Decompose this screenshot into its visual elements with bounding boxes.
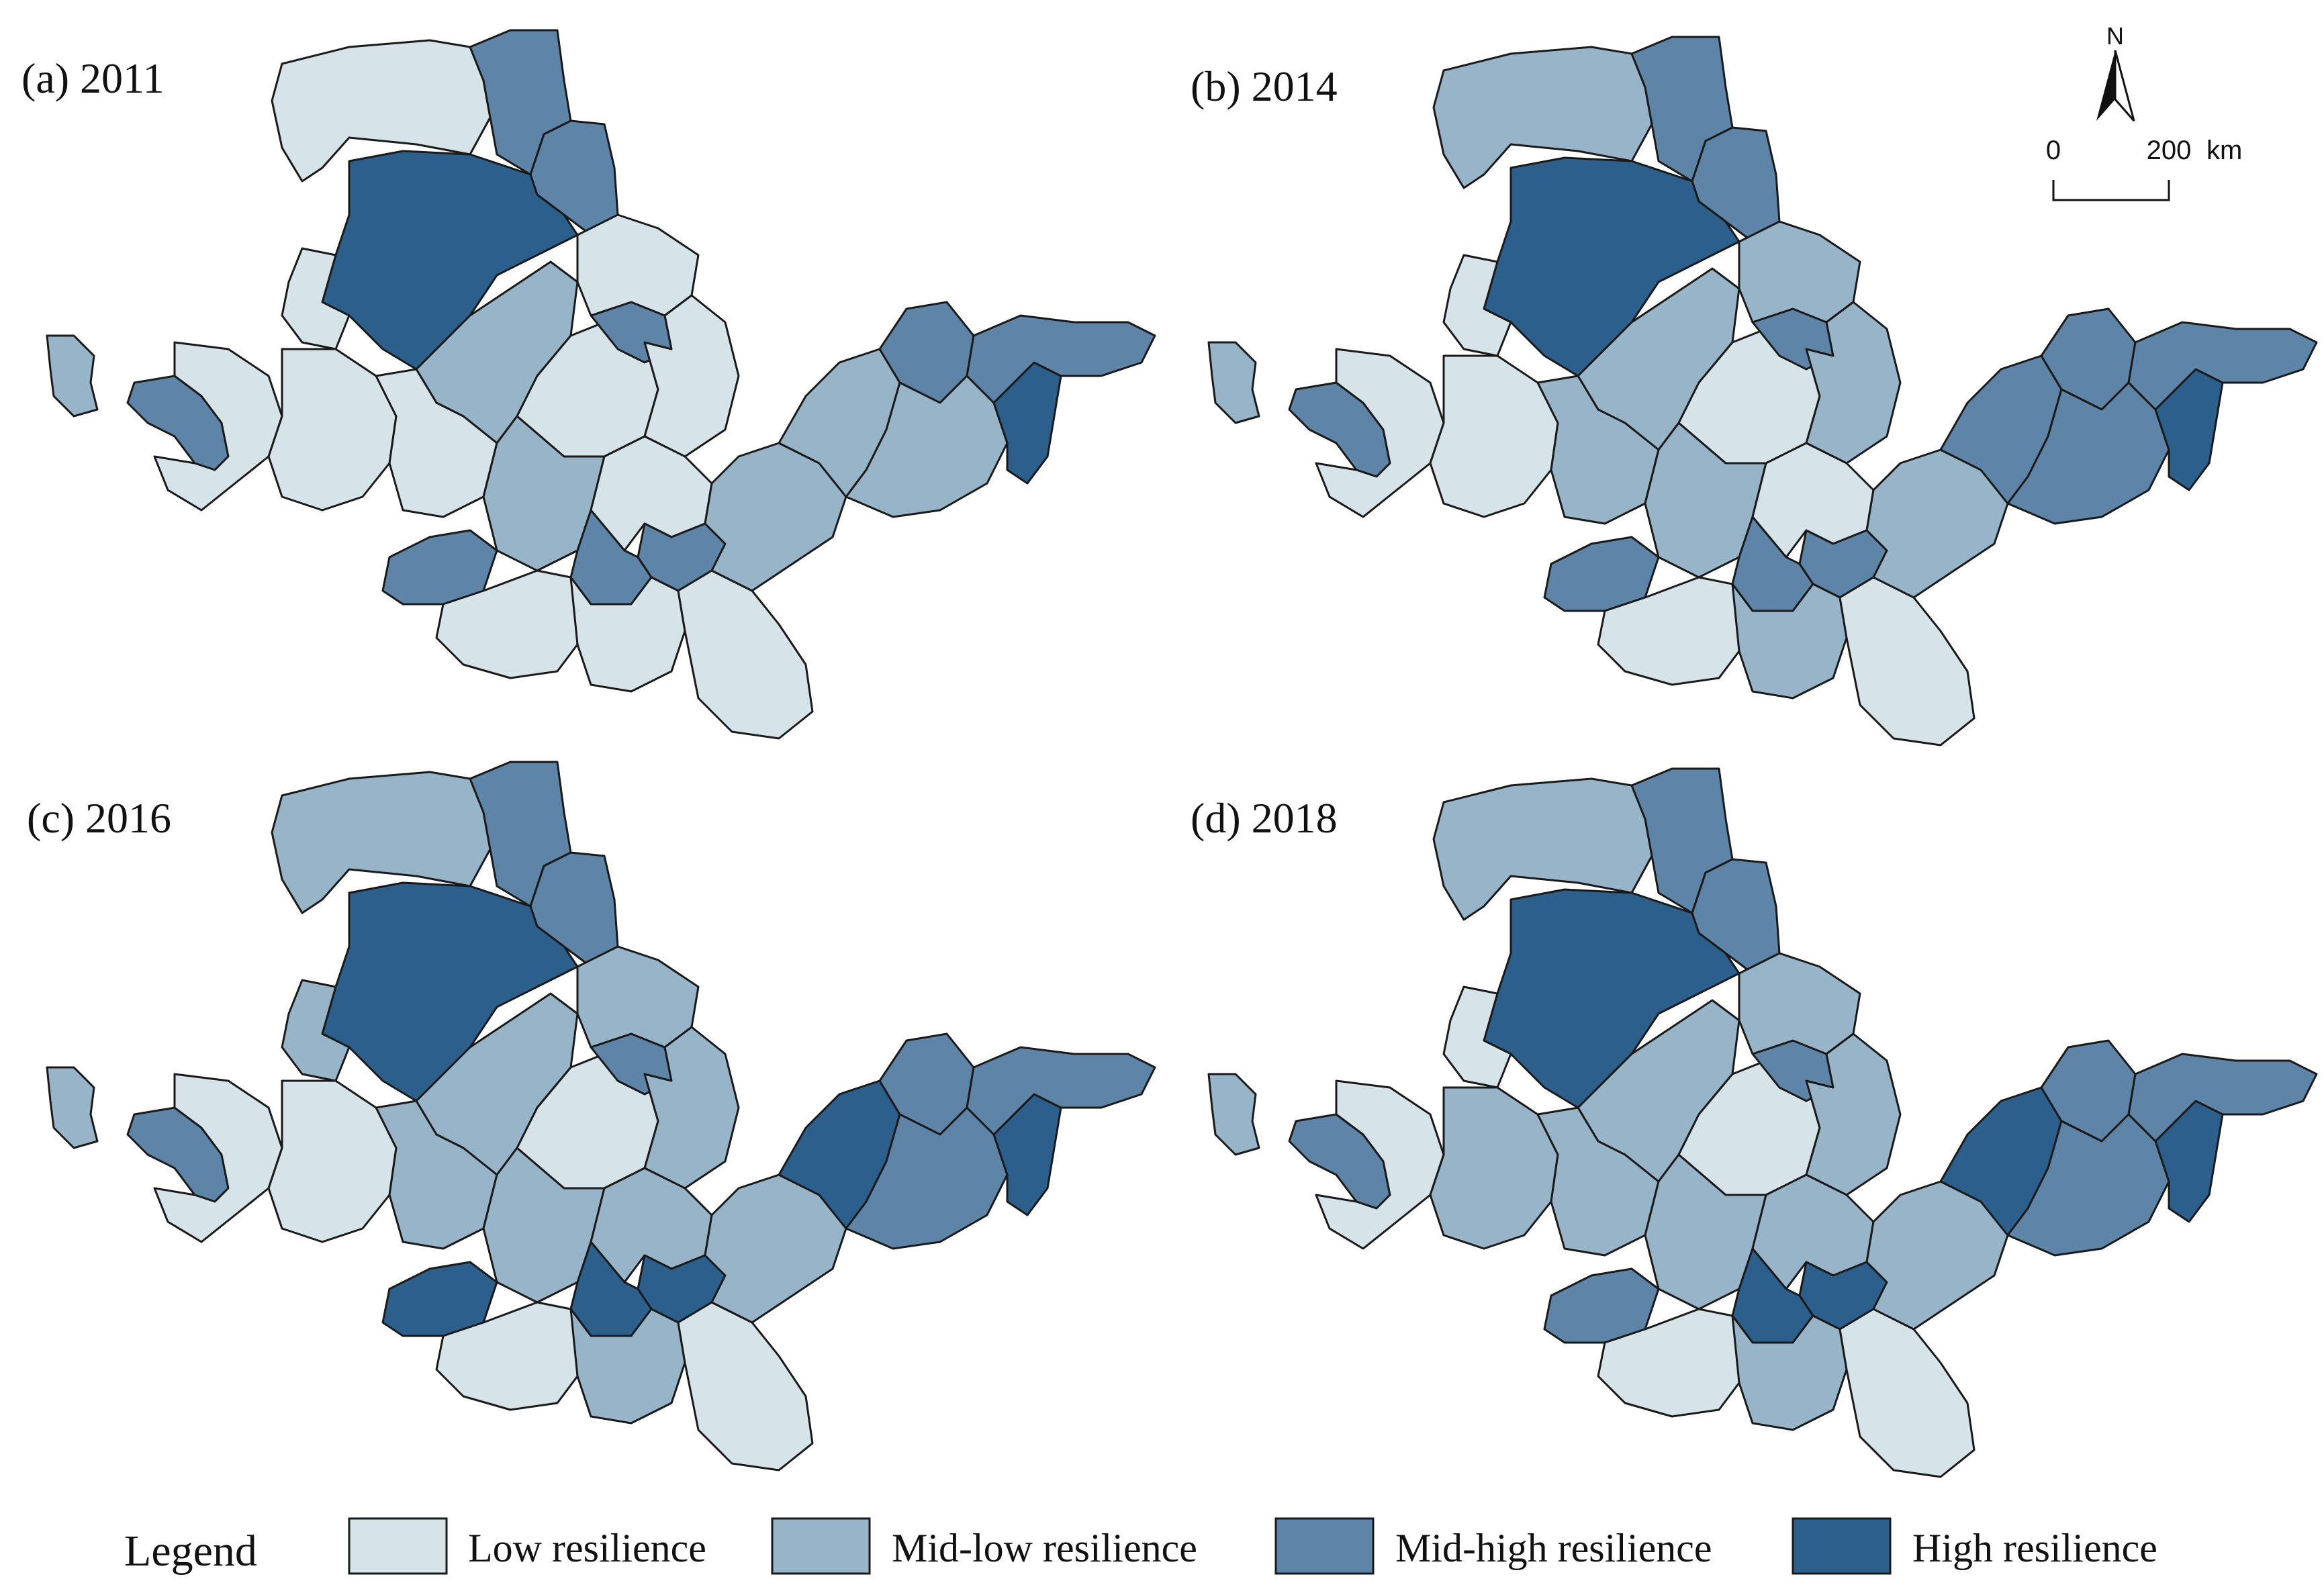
region-s3 (677, 569, 814, 740)
region-ne_tip (966, 1046, 1156, 1136)
region-map (46, 29, 1156, 740)
legend-swatch-midlow (771, 1517, 871, 1575)
region-north (1432, 777, 1653, 921)
scale-bar-line (2052, 180, 2170, 201)
region-map (1207, 767, 2318, 1478)
region-c6 (1738, 952, 1861, 1055)
map-panel-4: (d) 2018 (1191, 767, 2318, 1478)
map-panel-3: (c) 2016 (27, 761, 1156, 1472)
region-c1 (267, 1079, 398, 1243)
region-s3 (677, 1301, 814, 1472)
scale-unit-label: km (2206, 136, 2242, 165)
region-island (1207, 1073, 1260, 1156)
legend: Legend Low resilience Mid-low resilience… (124, 1517, 2157, 1576)
region-north (271, 39, 492, 183)
legend-item-midlow: Mid-low resilience (771, 1517, 1197, 1575)
north-arrow-icon (2096, 50, 2115, 121)
legend-swatch-high (1792, 1517, 1892, 1575)
region-c1 (1429, 1086, 1559, 1250)
region-north (271, 771, 492, 914)
legend-item-high: High resilience (1792, 1517, 2157, 1575)
legend-label-high: High resilience (1912, 1526, 2157, 1570)
map-panel-1: (a) 2011 (21, 29, 1156, 740)
legend-item-low: Low resilience (348, 1517, 706, 1575)
legend-label-low: Low resilience (468, 1526, 706, 1570)
region-ne_tip (966, 314, 1156, 404)
region-map (46, 761, 1156, 1472)
region-s3 (1839, 1308, 1976, 1478)
region-c6 (576, 213, 700, 317)
legend-item-midhigh: Mid-high resilience (1274, 1517, 1712, 1575)
panel-title: (c) 2016 (27, 794, 171, 842)
region-w3 (1315, 348, 1445, 518)
region-e4 (704, 1173, 847, 1324)
panel-title: (d) 2018 (1191, 794, 1338, 842)
legend-swatch-low (348, 1517, 448, 1575)
region-c1 (267, 348, 398, 512)
region-e4 (1865, 1180, 2009, 1331)
region-s3 (1839, 576, 1976, 746)
scale-start-label: 0 (2046, 136, 2061, 165)
north-arrow: N (2096, 22, 2135, 122)
region-e4 (1865, 448, 2009, 599)
region-w3 (153, 341, 283, 512)
region-island (1207, 341, 1260, 424)
region-north (1432, 46, 1653, 189)
region-e4 (704, 442, 847, 592)
region-c6 (1738, 220, 1861, 324)
north-arrow-label: N (2106, 22, 2124, 50)
region-ne_tip (2127, 1053, 2318, 1143)
map-panels: (a) 2011 (b) 2014 (c) 2016 (d) 2018 (21, 29, 2318, 1478)
region-c1 (1429, 354, 1559, 518)
scale-bar: 0 200 km (2046, 136, 2242, 201)
legend-swatch-midhigh (1274, 1517, 1375, 1575)
region-w3 (1315, 1079, 1445, 1250)
legend-label-midhigh: Mid-high resilience (1395, 1526, 1712, 1570)
legend-title: Legend (124, 1527, 257, 1576)
panel-title: (a) 2011 (21, 54, 165, 102)
map-panel-2: (b) 2014 (1191, 36, 2318, 746)
region-map (1207, 36, 2318, 746)
region-c6 (576, 945, 700, 1049)
legend-label-midlow: Mid-low resilience (892, 1526, 1197, 1570)
region-w3 (153, 1073, 283, 1243)
region-island (46, 1066, 99, 1149)
region-island (46, 334, 99, 418)
panel-title: (b) 2014 (1191, 62, 1338, 110)
region-ne_tip (2127, 321, 2318, 411)
scale-end-label: 200 (2147, 136, 2192, 165)
